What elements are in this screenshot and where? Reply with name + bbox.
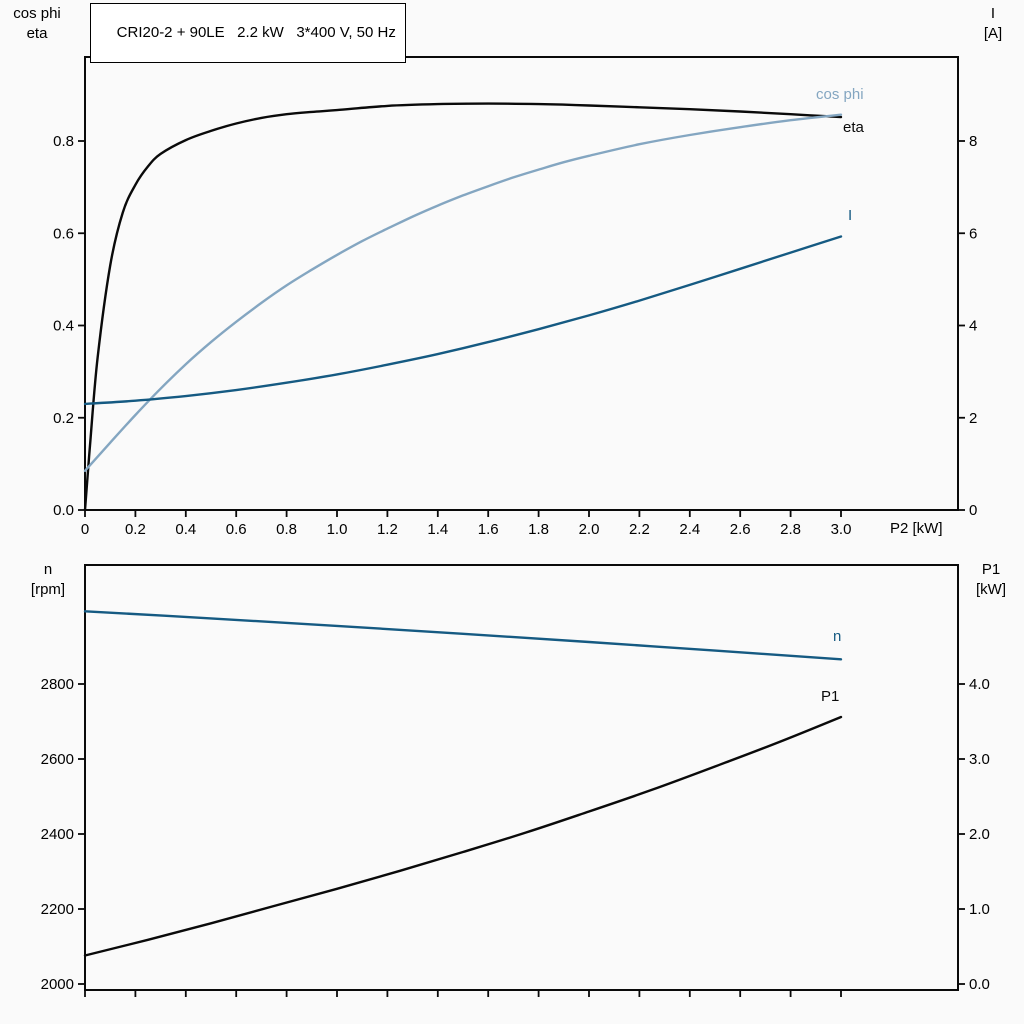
left-axis-title-bottom-panel: n [rpm] xyxy=(18,560,78,600)
speed-axis-unit: [rpm] xyxy=(30,581,66,598)
eta-axis-label: eta xyxy=(26,25,48,42)
right-tick-label: 4 xyxy=(969,318,977,335)
motor-curves-panel: 0.0 0.2 0.4 0.6 0.8 0 2 4 6 8 0 0.2 0.4 0.6 0.8 1.0 1.2 1… xyxy=(53,56,977,538)
left-tick-label: 2200 xyxy=(41,901,74,918)
p1-axis-label: P1 xyxy=(981,561,1001,578)
left-tick-label: 0.0 xyxy=(53,502,74,519)
chart-title-box: CRI20-2 + 90LE 2.2 kW 3*400 V, 50 Hz xyxy=(90,3,406,63)
current-axis-unit: [A] xyxy=(983,25,1003,42)
curve-current xyxy=(83,235,843,406)
x-tick-label: 2.6 xyxy=(730,521,751,538)
right-tick-label: 1.0 xyxy=(969,901,990,918)
x-tick-label: 1.8 xyxy=(528,521,549,538)
cos-phi-axis-label: cos phi xyxy=(13,5,61,22)
left-tick-label: 2000 xyxy=(41,976,74,993)
x-tick-label: 1.4 xyxy=(427,521,448,538)
right-tick-label: 0.0 xyxy=(969,976,990,993)
x-tick-label: 0.8 xyxy=(276,521,297,538)
x-tick-label: 3.0 xyxy=(831,521,852,538)
chart-title: CRI20-2 + 90LE 2.2 kW 3*400 V, 50 Hz xyxy=(116,24,396,41)
x-tick-label: 0.2 xyxy=(125,521,146,538)
right-tick-label: 0 xyxy=(969,502,977,519)
curve-speed xyxy=(83,610,843,661)
x-tick-label: 2.4 xyxy=(679,521,700,538)
left-tick-label: 0.8 xyxy=(53,133,74,150)
right-tick-label: 4.0 xyxy=(969,676,990,693)
curve-cosphi xyxy=(83,113,843,472)
speed-power-frame xyxy=(84,564,959,991)
curve-label-current: I xyxy=(848,207,852,224)
right-axis-title-bottom-panel: P1 [kW] xyxy=(964,560,1018,600)
x-tick-label: 0.4 xyxy=(175,521,196,538)
left-tick-label: 0.2 xyxy=(53,410,74,427)
right-tick-label: 2.0 xyxy=(969,826,990,843)
left-tick-label: 2600 xyxy=(41,751,74,768)
curve-p1 xyxy=(83,715,843,957)
right-tick-label: 3.0 xyxy=(969,751,990,768)
left-axis-title-top-panel: cos phi eta xyxy=(4,4,70,44)
right-tick-label: 6 xyxy=(969,225,977,242)
x-tick-label: 1.0 xyxy=(327,521,348,538)
p1-axis-unit: [kW] xyxy=(976,581,1006,598)
left-tick-label: 2800 xyxy=(41,676,74,693)
left-tick-label: 2400 xyxy=(41,826,74,843)
right-tick-label: 8 xyxy=(969,133,977,150)
motor-curves-frame xyxy=(84,56,959,511)
right-tick-label: 2 xyxy=(969,410,977,427)
right-axis-title-top-panel: I [A] xyxy=(968,4,1018,44)
curve-label-eta: eta xyxy=(843,119,865,136)
x-tick-label: 0 xyxy=(81,521,89,538)
x-tick-label: 2.0 xyxy=(579,521,600,538)
x-tick-label: 1.2 xyxy=(377,521,398,538)
curve-label-speed: n xyxy=(833,628,841,645)
current-axis-label: I xyxy=(990,5,996,22)
x-axis-label: P2 [kW] xyxy=(890,520,943,537)
left-tick-label: 0.6 xyxy=(53,225,74,242)
left-tick-label: 0.4 xyxy=(53,318,74,335)
x-tick-label: 2.2 xyxy=(629,521,650,538)
curve-label-cosphi: cos phi xyxy=(816,86,864,103)
x-tick-label: 1.6 xyxy=(478,521,499,538)
speed-power-panel: 2000 2200 2400 2600 2800 0.0 1.0 2.0 3.0 4.0 n P1 xyxy=(41,564,990,997)
speed-axis-label: n xyxy=(43,561,53,578)
curve-eta xyxy=(83,102,843,512)
x-tick-label: 2.8 xyxy=(780,521,801,538)
curve-label-p1: P1 xyxy=(821,688,839,705)
x-tick-label: 0.6 xyxy=(226,521,247,538)
